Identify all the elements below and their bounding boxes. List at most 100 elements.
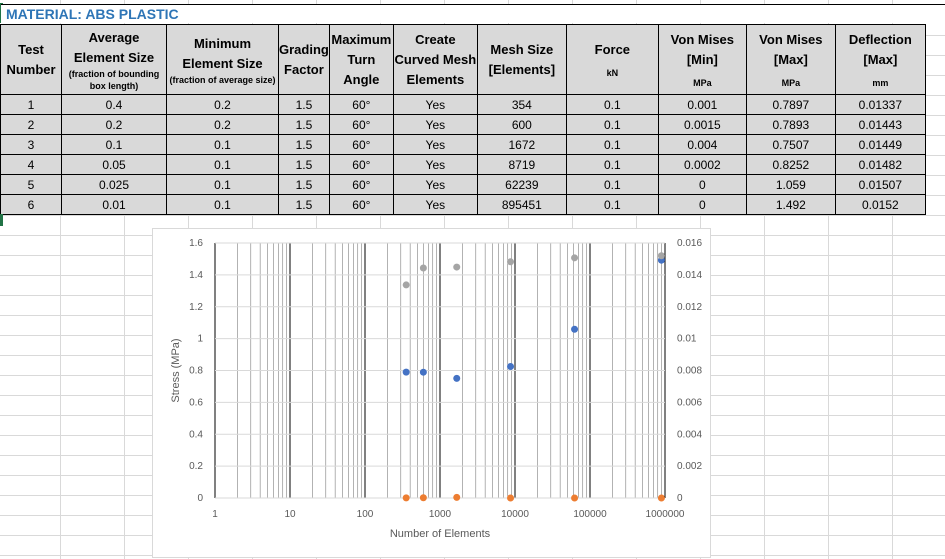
table-cell[interactable]: 1.5 (278, 94, 330, 115)
table-cell[interactable]: 0.01482 (834, 154, 926, 175)
table-cell[interactable]: 0.01337 (834, 94, 926, 115)
table-cell[interactable]: 0.1 (565, 174, 659, 195)
header-create-curved-mesh[interactable]: Create Curved Mesh Elements (392, 24, 478, 95)
table-cell[interactable]: 0.001 (657, 94, 747, 115)
y-tick-label: 1 (197, 334, 203, 345)
table-cell[interactable]: Yes (392, 114, 478, 135)
table-cell[interactable]: 0.1 (166, 174, 279, 195)
data-point (402, 281, 410, 289)
x-tick-label: 100 (357, 509, 374, 520)
table-cell[interactable]: 1.059 (745, 174, 836, 195)
table-cell[interactable]: 1 (0, 94, 62, 115)
table-cell[interactable]: 1.5 (278, 194, 330, 215)
table-cell[interactable]: 0.8252 (745, 154, 836, 175)
table-cell[interactable]: 60° (328, 134, 394, 155)
table-cell[interactable]: 0.1 (565, 154, 659, 175)
table-cell[interactable]: 600 (476, 114, 567, 135)
table-cell[interactable]: 0.0002 (657, 154, 747, 175)
table-cell[interactable]: 0.1 (565, 134, 659, 155)
table-cell[interactable]: 0.0015 (657, 114, 747, 135)
data-point (507, 258, 515, 266)
table-cell[interactable]: 1672 (476, 134, 567, 155)
table-cell[interactable]: 0.7897 (745, 94, 836, 115)
table-cell[interactable]: 6 (0, 194, 62, 215)
table-cell[interactable]: 0.4 (61, 94, 167, 115)
table-cell[interactable]: 1.492 (745, 194, 836, 215)
table-cell[interactable]: Yes (392, 154, 478, 175)
table-cell[interactable]: 8719 (476, 154, 567, 175)
table-cell[interactable]: Yes (392, 174, 478, 195)
table-cell[interactable]: 895451 (476, 194, 567, 215)
table-cell[interactable]: 3 (0, 134, 62, 155)
table-cell[interactable]: 0 (657, 194, 747, 215)
table-cell[interactable]: 0.025 (61, 174, 167, 195)
table-cell[interactable]: 0.01507 (834, 174, 926, 195)
table-cell[interactable]: 1.5 (278, 154, 330, 175)
table-cell[interactable]: 0.0152 (834, 194, 926, 215)
table-cell[interactable]: Yes (392, 94, 478, 115)
y2-tick-label: 0.014 (677, 270, 702, 281)
header-deflection-max[interactable]: Deflection [Max] mm (834, 24, 926, 95)
table-cell[interactable]: 60° (328, 174, 394, 195)
table-cell[interactable]: 0.01 (61, 194, 167, 215)
chart-plot: 0 0.2 0.4 0.6 0.8 1 1.2 1.4 1.6 0 0.002 0.004 0.006 0… (170, 238, 702, 540)
table-cell[interactable]: 0.7507 (745, 134, 836, 155)
header-average-element-size[interactable]: Average Element Size (fraction of boundin… (61, 24, 167, 95)
table-cell[interactable]: 60° (328, 194, 394, 215)
data-point (419, 368, 427, 376)
table-cell[interactable]: 0 (657, 174, 747, 195)
table-cell[interactable]: 0.05 (61, 154, 167, 175)
header-von-mises-max[interactable]: Von Mises [Max] MPa (745, 24, 836, 95)
table-cell[interactable]: 0.01443 (834, 114, 926, 135)
y-tick-label: 1.4 (189, 270, 203, 281)
data-point (453, 493, 461, 501)
table-cell[interactable]: 0.1 (166, 194, 279, 215)
y-tick-label: 0.4 (189, 429, 203, 440)
header-force[interactable]: Force kN (565, 24, 659, 95)
header-test-number[interactable]: Test Number (0, 24, 62, 95)
header-minimum-element-size[interactable]: Minimum Element Size (fraction of average… (166, 24, 279, 95)
table-cell[interactable]: 0.1 (565, 194, 659, 215)
table-cell[interactable]: 0.1 (166, 154, 279, 175)
header-grading-factor[interactable]: Grading Factor (278, 24, 330, 95)
table-cell[interactable]: 60° (328, 94, 394, 115)
table-cell[interactable]: 1.5 (278, 174, 330, 195)
y2-tick-label: 0.012 (677, 302, 702, 313)
table-cell[interactable]: 0.1 (166, 134, 279, 155)
table-cell[interactable]: 354 (476, 94, 567, 115)
table-cell[interactable]: 62239 (476, 174, 567, 195)
header-mesh-size[interactable]: Mesh Size [Elements] (476, 24, 567, 95)
table-row: 5 0.025 0.1 1.5 60° Yes 62239 0.1 0 1.059 0.01507 (0, 174, 926, 195)
table-cell[interactable]: Yes (392, 134, 478, 155)
stress-chart[interactable]: 0 0.2 0.4 0.6 0.8 1 1.2 1.4 1.6 0 0.002 0.004 0.006 0… (152, 228, 711, 558)
table-cell[interactable]: 2 (0, 114, 62, 135)
table-cell[interactable]: 0.1 (61, 134, 167, 155)
cell-cursor-marker (0, 214, 3, 226)
table-cell[interactable]: 4 (0, 154, 62, 175)
x-tick-label: 1000 (429, 509, 452, 520)
table-cell[interactable]: 0.01449 (834, 134, 926, 155)
table-cell[interactable]: 60° (328, 154, 394, 175)
header-von-mises-min[interactable]: Von Mises [Min] MPa (657, 24, 747, 95)
table-cell[interactable]: 0.7893 (745, 114, 836, 135)
table-cell[interactable]: 0.2 (61, 114, 167, 135)
material-title-row[interactable]: MATERIAL: ABS PLASTIC (1, 4, 945, 23)
data-point (419, 264, 427, 272)
table-cell[interactable]: 0.1 (565, 94, 659, 115)
table-cell[interactable]: 0.1 (565, 114, 659, 135)
data-point (453, 374, 461, 382)
header-maximum-turn-angle[interactable]: Maximum Turn Angle (328, 24, 394, 95)
table-cell[interactable]: 60° (328, 114, 394, 135)
data-point (571, 325, 579, 333)
x-tick-label: 100000 (573, 509, 607, 520)
table-cell[interactable]: 0.004 (657, 134, 747, 155)
table-cell[interactable]: 5 (0, 174, 62, 195)
table-cell[interactable]: 0.2 (166, 94, 279, 115)
table-cell[interactable]: 0.2 (166, 114, 279, 135)
x-tick-label: 10000 (501, 509, 529, 520)
y2-tick-label: 0.01 (677, 334, 697, 345)
data-point (402, 368, 410, 376)
table-cell[interactable]: Yes (392, 194, 478, 215)
table-cell[interactable]: 1.5 (278, 114, 330, 135)
table-cell[interactable]: 1.5 (278, 134, 330, 155)
